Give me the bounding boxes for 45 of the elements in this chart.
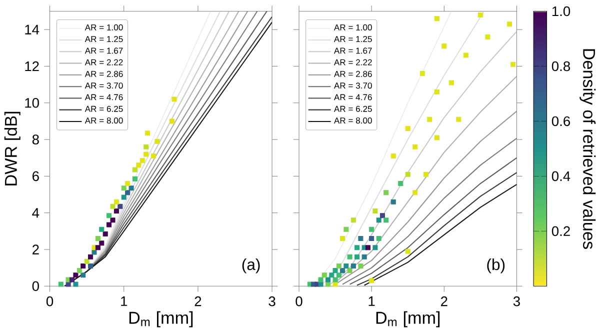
annotation: (a) [242, 258, 260, 274]
color-bar-title: Density of retrieved values [580, 49, 596, 249]
legend-label: AR = 1.67 [334, 48, 372, 54]
annotation: (b) [487, 258, 505, 274]
legend-label: AR = 2.86 [334, 70, 372, 78]
color-bar-label: 0.8 [552, 61, 570, 72]
x-tick-label: 2 [194, 296, 202, 306]
legend-label: AR = 4.76 [334, 94, 372, 100]
legend-label: AR = 8.00 [84, 118, 123, 124]
legend-label: AR = 2.22 [84, 59, 123, 66]
y-tick-label: 10 [25, 98, 39, 108]
y-tick-label: 2 [32, 244, 39, 254]
legend-label: AR = 8.00 [334, 118, 372, 124]
legend-label: AR = 3.70 [334, 82, 372, 89]
color-bar-label: 0.6 [552, 116, 570, 126]
legend-label: AR = 2.22 [334, 59, 372, 66]
y-tick-label: 0 [32, 281, 39, 292]
y-tick-label: 4 [32, 208, 40, 218]
y-tick-label: 12 [25, 61, 39, 72]
x-tick-label: 1 [121, 296, 128, 306]
y-tick-label: 8 [32, 134, 39, 144]
legend-label: AR = 1.00 [84, 24, 123, 30]
x-tick-label: 3 [513, 296, 520, 306]
legend-label: AR = 1.67 [84, 48, 123, 54]
x-tick-label: 2 [441, 296, 448, 306]
legend-label: AR = 1.25 [334, 36, 372, 42]
legend-label: AR = 6.25 [84, 106, 123, 112]
legend-label: AR = 3.70 [84, 82, 123, 89]
x-tick-label: 1 [368, 296, 375, 306]
x-tick-label: 0 [46, 296, 54, 306]
legend-label: AR = 4.76 [84, 94, 123, 100]
x-tick-label: 0 [296, 296, 302, 306]
y-tick-label: 14 [25, 24, 40, 34]
x-tick-label: 3 [268, 296, 276, 306]
color-bar-label: 0.4 [552, 171, 570, 182]
color-bar-label: 0.2 [552, 226, 570, 236]
color-bar-label: 1.0 [552, 6, 570, 16]
y-tick-label: 6 [32, 171, 39, 182]
legend-label: AR = 2.86 [84, 70, 123, 78]
y-axis-title: DWR [dB] [4, 112, 20, 186]
legend-label: AR = 1.00 [334, 24, 372, 30]
x-axis-title: D$_{m}$ [mm] [129, 311, 193, 328]
legend-label: AR = 6.25 [334, 106, 372, 112]
x-axis-title: D$_{m}$ [mm] [376, 311, 440, 328]
legend-label: AR = 1.25 [84, 36, 123, 42]
